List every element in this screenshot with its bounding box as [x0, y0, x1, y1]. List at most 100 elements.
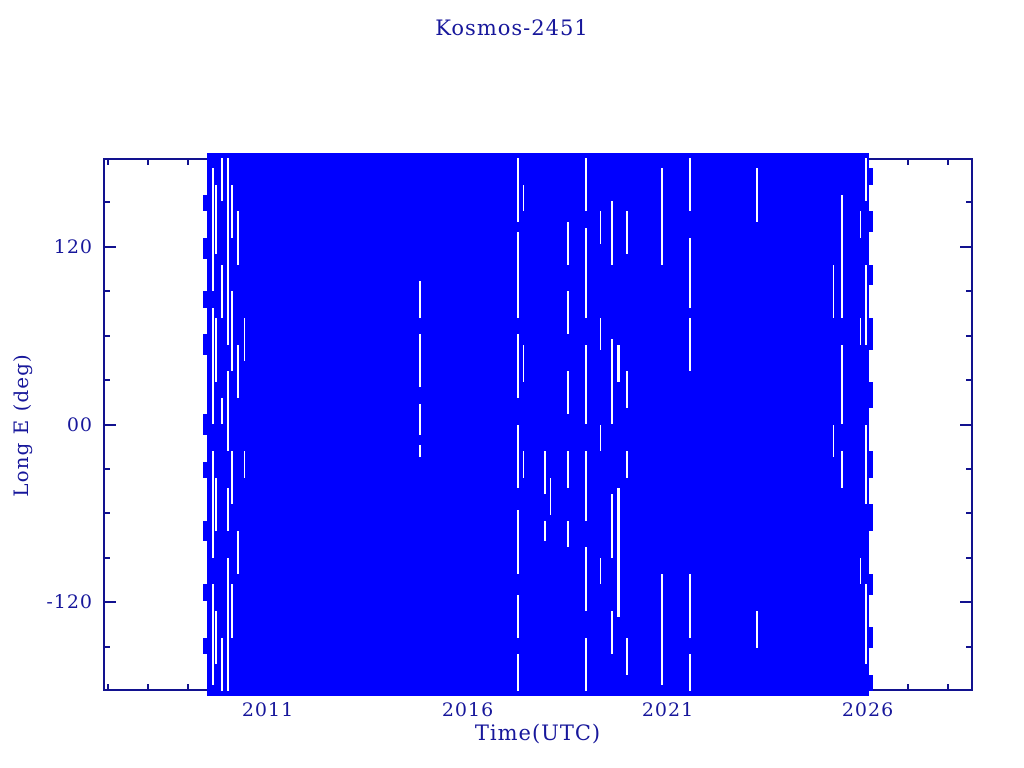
gap-streak — [522, 184, 524, 212]
gap-streak — [215, 184, 217, 255]
gap-streak — [517, 510, 519, 575]
gap-streak — [517, 653, 519, 691]
chart-title: Kosmos-2451 — [435, 16, 589, 40]
gap-streak — [243, 317, 245, 361]
x-minor-tick — [187, 158, 189, 165]
x-minor-tick — [187, 684, 189, 691]
gap-streak — [689, 574, 691, 638]
gap-streak — [689, 237, 691, 308]
y-minor-tick — [966, 556, 973, 559]
band-edge-dash — [868, 211, 873, 233]
gap-streak — [567, 221, 569, 265]
y-minor-tick — [103, 201, 110, 204]
x-minor-tick — [947, 684, 949, 691]
gap-streak — [231, 584, 233, 638]
gap-streak — [221, 264, 223, 318]
gap-streak — [212, 307, 214, 425]
x-minor-tick — [947, 158, 949, 165]
band-edge-dash — [203, 195, 208, 212]
gap-streak — [756, 611, 758, 649]
gap-streak — [567, 451, 569, 489]
y-major-tick — [960, 423, 973, 426]
gap-streak — [549, 477, 551, 515]
gap-streak — [567, 520, 569, 548]
gap-streak — [215, 611, 217, 665]
gap-streak — [215, 317, 217, 382]
y-major-tick — [960, 245, 973, 248]
band-edge-dash — [868, 674, 873, 691]
gap-streak — [661, 168, 663, 265]
y-minor-tick — [966, 512, 973, 515]
y-minor-tick — [103, 512, 110, 515]
y-minor-tick — [103, 645, 110, 648]
gap-streak — [626, 451, 628, 478]
band-edge-dash — [868, 574, 873, 595]
y-minor-tick — [966, 379, 973, 382]
gap-streak — [756, 168, 758, 222]
gap-streak — [567, 371, 569, 415]
gap-streak — [221, 397, 223, 425]
gap-streak — [611, 200, 613, 265]
gap-streak — [585, 344, 587, 425]
band-edge-dash — [868, 627, 873, 649]
gap-streak — [419, 445, 421, 458]
gap-streak — [212, 584, 214, 686]
gap-streak — [689, 158, 691, 212]
gap-streak — [517, 158, 519, 222]
gap-streak — [237, 531, 239, 575]
gap-streak — [585, 227, 587, 318]
gap-streak — [599, 424, 601, 452]
gap-streak — [517, 334, 519, 398]
band-edge-dash — [868, 168, 873, 185]
gap-streak — [212, 168, 214, 292]
y-minor-tick — [103, 334, 110, 337]
data-band — [207, 153, 869, 696]
band-edge-dash — [868, 264, 873, 286]
x-tick-label: 2026 — [841, 699, 895, 721]
gap-streak — [419, 280, 421, 318]
gap-streak — [522, 451, 524, 478]
x-tick-label: 2011 — [241, 699, 295, 721]
gap-streak — [689, 317, 691, 372]
y-minor-tick — [103, 467, 110, 470]
gap-streak — [517, 232, 519, 318]
gap-streak — [221, 637, 223, 691]
gap-streak — [865, 158, 867, 201]
gap-streak — [859, 211, 861, 238]
y-minor-tick — [103, 290, 110, 293]
gap-streak — [544, 520, 546, 542]
gap-streak — [585, 158, 587, 212]
band-edge-dash — [203, 291, 208, 308]
gap-streak — [567, 291, 569, 335]
gap-streak — [859, 317, 861, 345]
gap-streak — [611, 338, 613, 425]
gap-streak — [419, 403, 421, 435]
gap-streak — [227, 488, 229, 532]
y-minor-tick — [966, 201, 973, 204]
y-minor-tick — [103, 379, 110, 382]
gap-streak — [522, 344, 524, 382]
band-edge-dash — [203, 334, 208, 355]
gap-streak — [221, 158, 223, 201]
gap-streak — [626, 371, 628, 409]
gap-streak — [626, 211, 628, 255]
gap-streak — [237, 344, 239, 398]
y-major-tick — [960, 601, 973, 604]
gap-streak — [611, 611, 613, 654]
gap-streak — [227, 557, 229, 691]
gap-streak — [585, 451, 587, 521]
band-edge-dash — [203, 237, 208, 259]
gap-streak — [626, 637, 628, 675]
gap-streak — [661, 574, 663, 686]
y-minor-tick — [966, 645, 973, 648]
gap-streak — [832, 264, 834, 318]
gap-streak — [212, 451, 214, 558]
x-minor-tick — [907, 158, 909, 165]
gap-streak — [832, 424, 834, 458]
band-edge-dash — [868, 317, 873, 351]
y-tick-label: 120 — [53, 235, 93, 258]
y-minor-tick — [966, 334, 973, 337]
gap-streak — [419, 334, 421, 388]
gap-streak — [585, 637, 587, 691]
